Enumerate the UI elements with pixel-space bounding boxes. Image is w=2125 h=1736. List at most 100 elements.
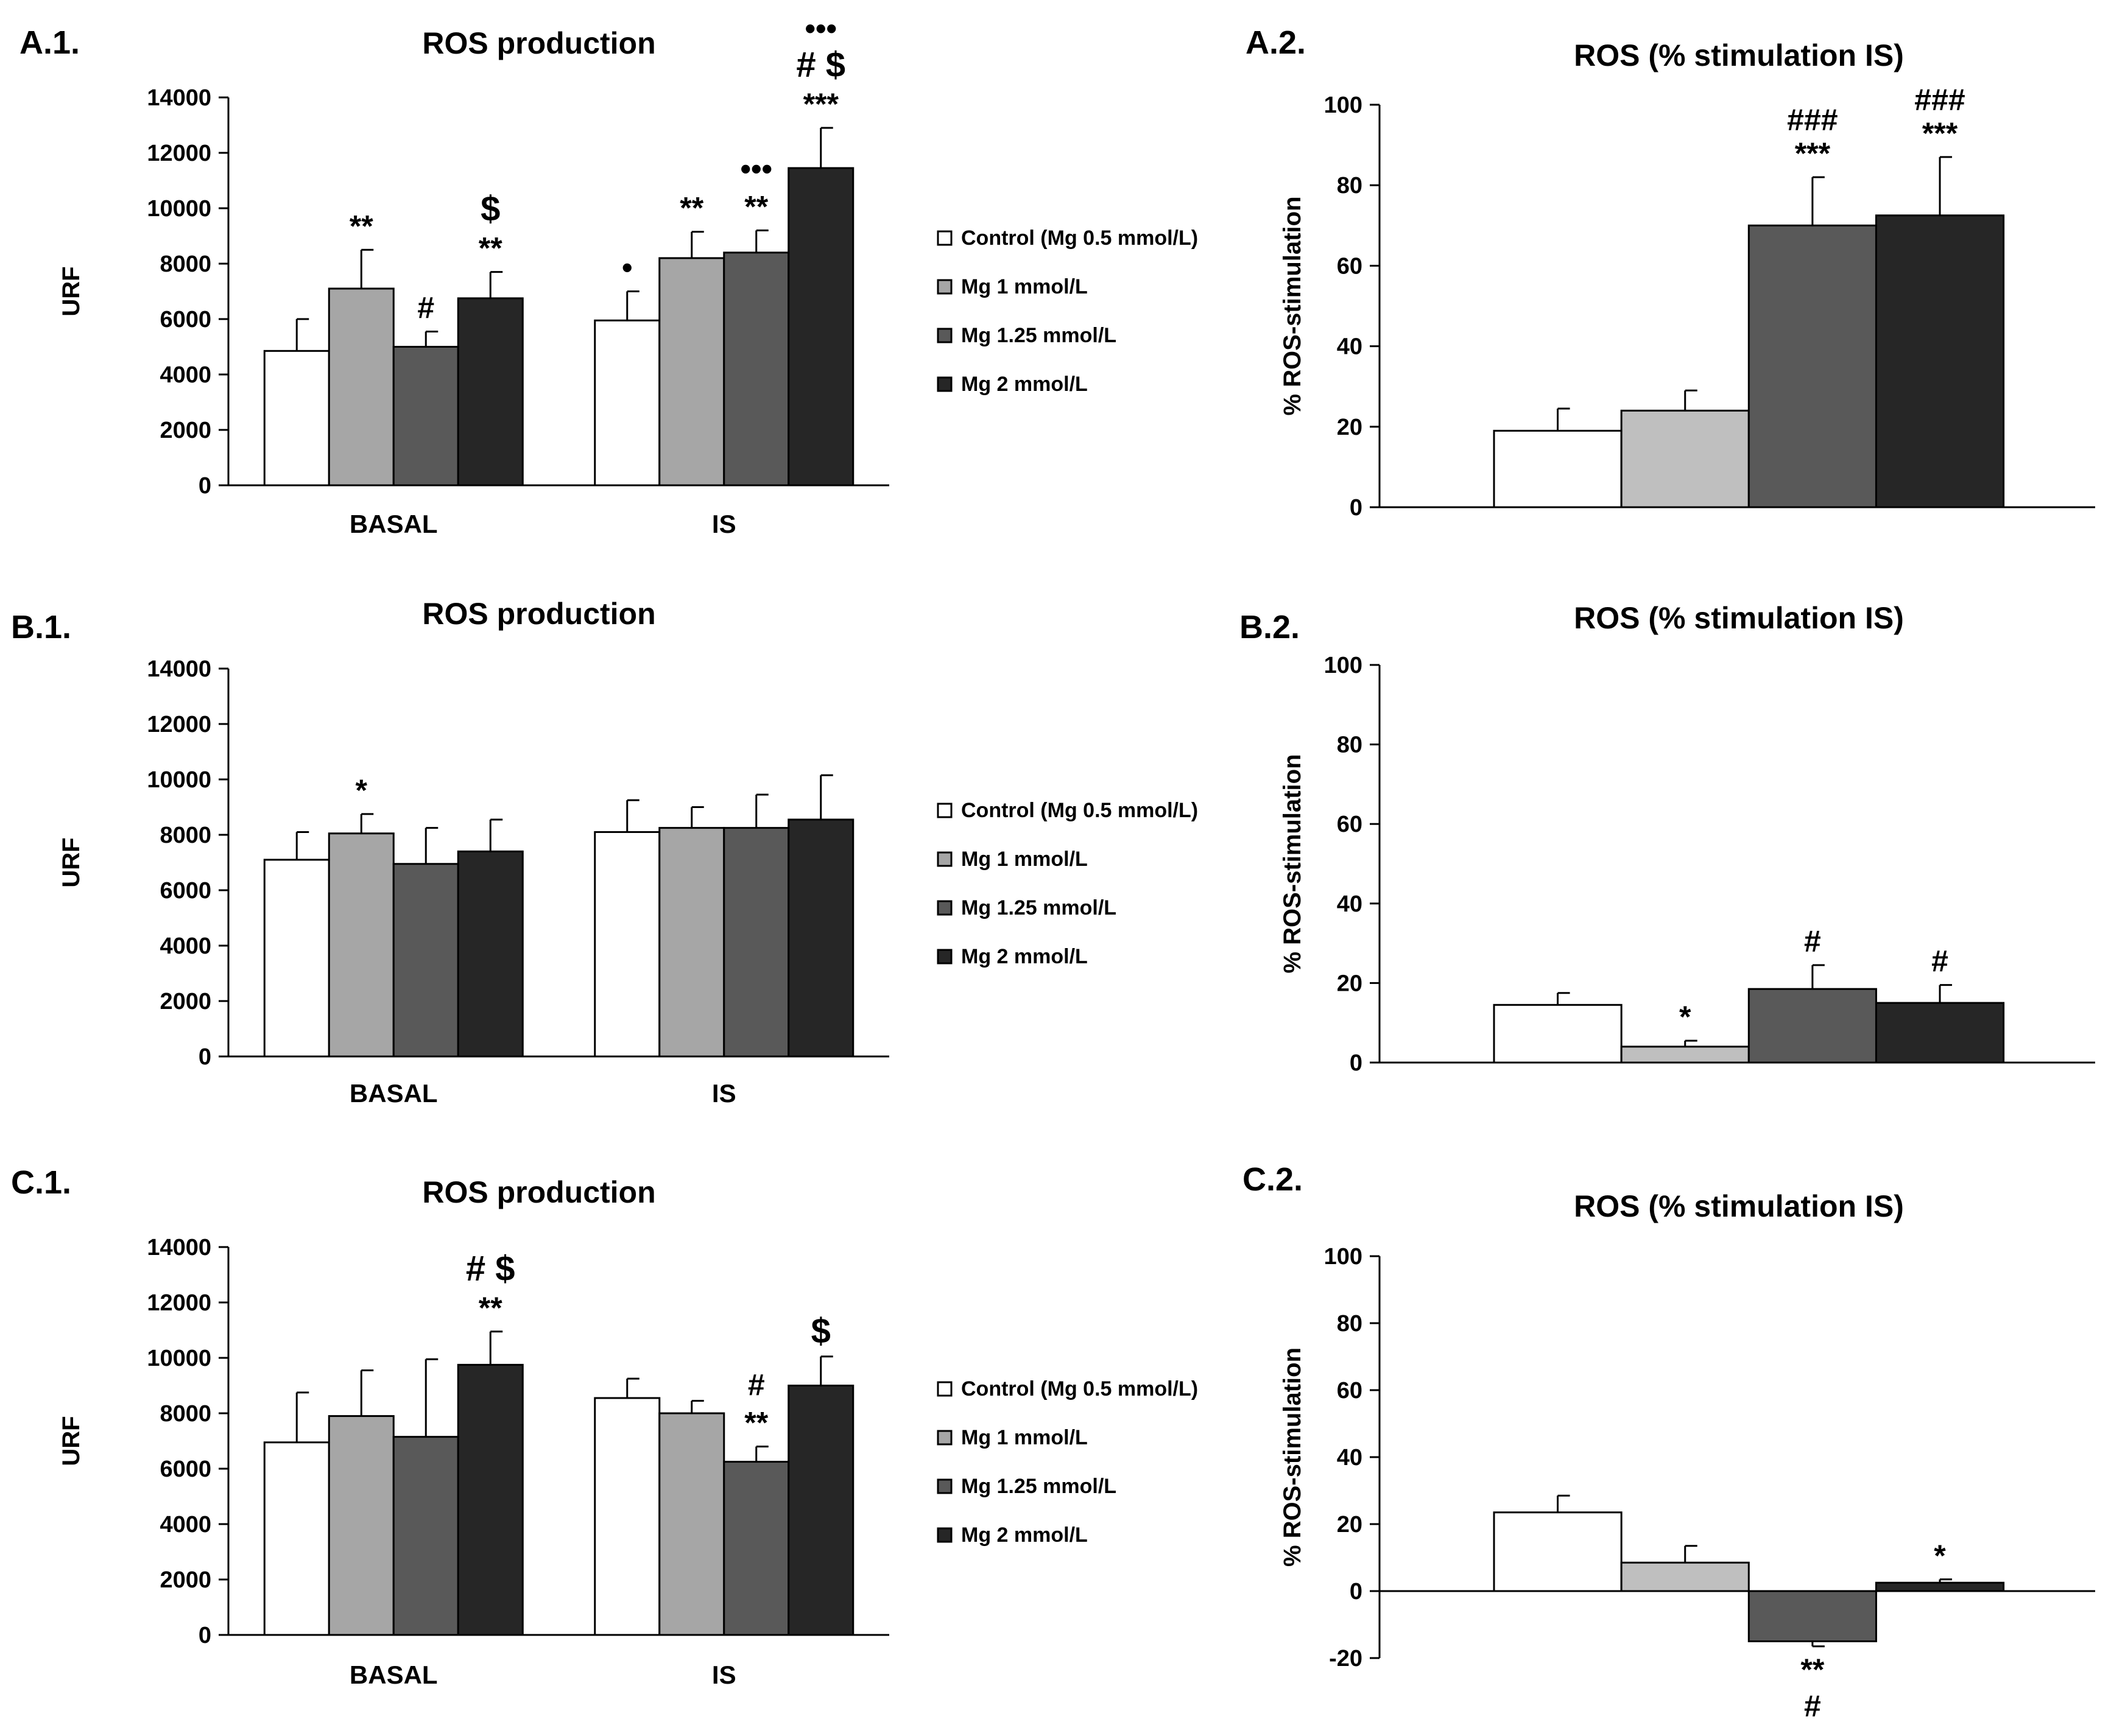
y-tick-label: 0 — [199, 1623, 211, 1648]
significance-marker: ** — [350, 209, 373, 243]
y-tick-label: 10000 — [147, 767, 211, 793]
legend-swatch — [937, 230, 953, 246]
y-tick-label: 4000 — [160, 362, 211, 388]
y-tick-label: 60 — [1337, 1378, 1362, 1404]
bar — [723, 827, 790, 1058]
bar — [1493, 1511, 1623, 1592]
legend-swatch — [937, 279, 953, 295]
chart-title: ROS (% stimulation IS) — [1574, 1189, 1904, 1223]
chart-title: ROS production — [422, 1175, 655, 1209]
bar — [1620, 409, 1750, 508]
bar — [263, 859, 330, 1058]
y-tick-label: 6000 — [160, 878, 211, 904]
significance-marker: ** — [1800, 1653, 1824, 1687]
y-axis-label: URF — [58, 266, 85, 316]
legend-swatch — [937, 1478, 953, 1494]
y-tick-label: 4000 — [160, 1512, 211, 1537]
chart-b1-ros-production: B.1. ROS production URF 0 2000 4000 6000 8000 10… — [11, 597, 889, 1108]
bar — [457, 850, 524, 1058]
panel-label: B.1. — [11, 609, 71, 645]
bar — [392, 1436, 459, 1636]
significance-marker: ** — [744, 1406, 768, 1440]
legend-swatch — [937, 851, 953, 867]
y-tick-label: 40 — [1337, 1445, 1362, 1471]
bar — [263, 350, 330, 487]
bar — [392, 863, 459, 1058]
x-category-label: IS — [712, 510, 736, 538]
legend-entry: Mg 1 mmol/L — [961, 275, 1088, 298]
panel-label: A.1. — [19, 24, 80, 61]
significance-marker: ** — [744, 189, 768, 223]
significance-marker: *** — [803, 87, 839, 121]
significance-marker: ### — [1787, 103, 1838, 137]
bar — [1875, 214, 2005, 508]
bar — [723, 251, 790, 487]
y-tick-label: 0 — [1350, 1579, 1362, 1604]
y-axis-label: % ROS-stimulation — [1279, 1348, 1306, 1567]
significance-marker: * — [1934, 1539, 1946, 1573]
legend-entry: Mg 1.25 mmol/L — [961, 324, 1116, 347]
y-tick-label: 40 — [1337, 891, 1362, 917]
bar — [723, 1461, 790, 1636]
chart-b2-ros-percent-stimulation: B.2. ROS (% stimulation IS) % ROS-stimulat… — [1239, 601, 2095, 1076]
bar — [658, 1412, 725, 1636]
legend-entry: Mg 1.25 mmol/L — [961, 1475, 1116, 1498]
bar — [328, 287, 395, 487]
y-tick-label: 0 — [199, 1044, 211, 1070]
chart-title: ROS (% stimulation IS) — [1574, 601, 1904, 635]
y-tick-label: 2000 — [160, 989, 211, 1014]
y-tick-label: 60 — [1337, 812, 1362, 837]
y-tick-label: 0 — [1350, 495, 1362, 521]
bar — [658, 827, 725, 1058]
y-tick-label: 12000 — [147, 1290, 211, 1316]
legend-entry: Control (Mg 0.5 mmol/L) — [961, 227, 1198, 250]
bar — [1493, 429, 1623, 508]
bar — [658, 257, 725, 487]
y-tick-label: 12000 — [147, 141, 211, 166]
panel-label: C.1. — [11, 1164, 71, 1201]
significance-marker: # — [417, 290, 434, 325]
legend-swatch — [937, 1381, 953, 1397]
y-tick-label: 80 — [1337, 173, 1362, 199]
y-tick-label: 20 — [1337, 415, 1362, 440]
bar — [788, 167, 855, 487]
legend-swatch — [937, 803, 953, 818]
y-tick-label: 2000 — [160, 1567, 211, 1593]
y-tick-label: 40 — [1337, 334, 1362, 360]
y-axis-label: URF — [58, 837, 85, 887]
legend-entry: Mg 1 mmol/L — [961, 848, 1088, 871]
bar — [1747, 988, 1877, 1064]
legend-a: Control (Mg 0.5 mmol/L) Mg 1 mmol/L Mg 1.2… — [937, 227, 1198, 396]
legend-swatch — [937, 949, 953, 965]
y-axis-label: % ROS-stimulation — [1279, 196, 1306, 415]
y-axis-label: URF — [58, 1416, 85, 1466]
chart-c2-ros-percent-stimulation: C.2. ROS (% stimulation IS) % ROS-stimulat… — [1242, 1161, 2095, 1723]
significance-marker: ••• — [740, 152, 772, 186]
y-tick-label: 14000 — [147, 656, 211, 682]
y-tick-label: 60 — [1337, 253, 1362, 279]
bar — [594, 831, 661, 1058]
y-tick-label: 10000 — [147, 1346, 211, 1371]
legend-entry: Control (Mg 0.5 mmol/L) — [961, 1377, 1198, 1400]
legend-swatch — [937, 328, 953, 343]
x-category-label: BASAL — [350, 510, 438, 538]
x-category-label: IS — [712, 1660, 736, 1689]
y-tick-label: 100 — [1324, 93, 1362, 118]
legend-swatch — [937, 900, 953, 916]
y-tick-label: 80 — [1337, 1311, 1362, 1337]
bar — [1747, 1590, 1877, 1642]
legend-c: Control (Mg 0.5 mmol/L) Mg 1 mmol/L Mg 1.2… — [937, 1377, 1198, 1547]
legend-entry: Control (Mg 0.5 mmol/L) — [961, 799, 1198, 822]
y-axis-label: % ROS-stimulation — [1279, 754, 1306, 973]
bar — [1493, 1003, 1623, 1064]
y-tick-label: 20 — [1337, 971, 1362, 996]
y-tick-label: 14000 — [147, 85, 211, 111]
significance-marker: ** — [680, 191, 703, 225]
y-tick-label: 12000 — [147, 712, 211, 737]
y-tick-label: 8000 — [160, 1401, 211, 1427]
significance-marker: • — [622, 251, 633, 285]
bar — [1875, 1581, 2005, 1592]
y-tick-label: 80 — [1337, 733, 1362, 758]
bar — [457, 1363, 524, 1636]
